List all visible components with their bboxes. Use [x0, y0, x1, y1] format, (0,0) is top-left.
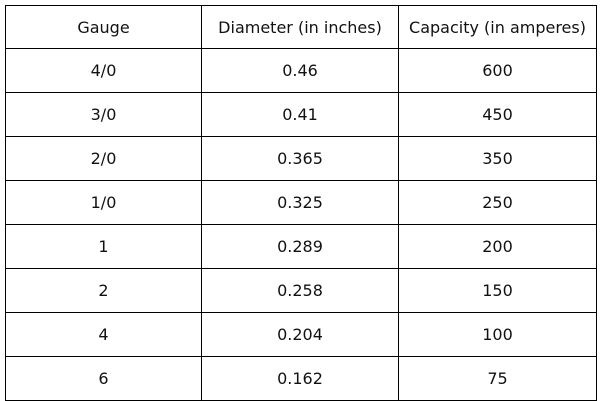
table-body: 4/0 0.46 600 3/0 0.41 450 2/0 0.365 350 1/0 0.325 2… — [5, 48, 597, 401]
table-cell: 0.289 — [201, 224, 399, 269]
table-cell: 250 — [398, 180, 597, 225]
header-row: Gauge Diameter (in inches) Capacity (in am… — [5, 5, 597, 49]
table-cell: 4 — [5, 312, 202, 357]
table-row: 2 0.258 150 — [5, 268, 597, 313]
header-cell: Capacity (in amperes) — [398, 5, 597, 49]
table-cell: 350 — [398, 136, 597, 181]
header-cell: Diameter (in inches) — [201, 5, 399, 49]
table-cell: 1/0 — [5, 180, 202, 225]
table-cell: 100 — [398, 312, 597, 357]
table-row: 1/0 0.325 250 — [5, 180, 597, 225]
header-cell: Gauge — [5, 5, 202, 49]
table-row: 4/0 0.46 600 — [5, 48, 597, 93]
table-cell: 0.258 — [201, 268, 399, 313]
table-cell: 1 — [5, 224, 202, 269]
table-cell: 0.162 — [201, 356, 399, 401]
table-header: Gauge Diameter (in inches) Capacity (in am… — [5, 5, 597, 49]
table-cell: 0.325 — [201, 180, 399, 225]
table-row: 1 0.289 200 — [5, 224, 597, 269]
table-row: 3/0 0.41 450 — [5, 92, 597, 137]
table-cell: 0.41 — [201, 92, 399, 137]
table-row: 6 0.162 75 — [5, 356, 597, 401]
table-row: 2/0 0.365 350 — [5, 136, 597, 181]
table-cell: 4/0 — [5, 48, 202, 93]
table-cell: 150 — [398, 268, 597, 313]
table-cell: 200 — [398, 224, 597, 269]
table-cell: 600 — [398, 48, 597, 93]
table-cell: 3/0 — [5, 92, 202, 137]
table-cell: 0.204 — [201, 312, 399, 357]
table-cell: 450 — [398, 92, 597, 137]
table-cell: 75 — [398, 356, 597, 401]
table-row: 4 0.204 100 — [5, 312, 597, 357]
table-cell: 6 — [5, 356, 202, 401]
table-cell: 2 — [5, 268, 202, 313]
table-cell: 2/0 — [5, 136, 202, 181]
table-cell: 0.46 — [201, 48, 399, 93]
wire-gauge-table: Gauge Diameter (in inches) Capacity (in am… — [5, 5, 597, 401]
table-cell: 0.365 — [201, 136, 399, 181]
